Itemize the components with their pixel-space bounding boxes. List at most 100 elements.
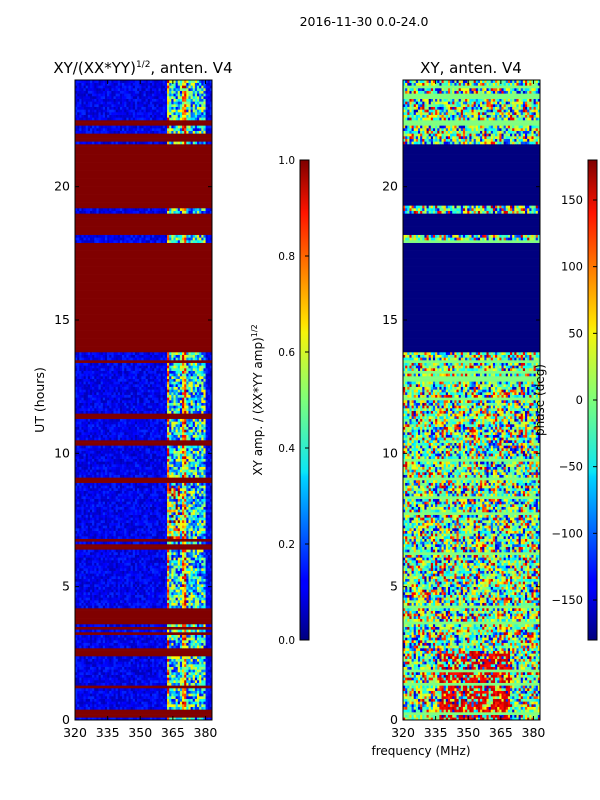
heatmap-cell — [205, 493, 209, 497]
heatmap-cell — [194, 672, 198, 675]
heatmap-cell — [199, 690, 202, 694]
heatmap-cell — [154, 690, 157, 694]
heatmap-cell — [192, 656, 196, 659]
heatmap-cell — [164, 624, 168, 627]
heatmap-cell — [124, 669, 127, 673]
heatmap-cell — [75, 544, 212, 547]
heatmap-cell — [126, 560, 129, 563]
heatmap-cell — [192, 666, 196, 670]
heatmap-cell — [177, 629, 181, 633]
heatmap-cell — [162, 690, 166, 694]
heatmap-cell — [154, 672, 157, 675]
heatmap-cell — [117, 672, 121, 675]
heatmap-cell — [119, 584, 123, 587]
heatmap-cell — [85, 557, 89, 561]
heatmap-cell — [83, 672, 87, 675]
heatmap-cell — [119, 581, 123, 585]
heatmap-cell — [79, 696, 82, 699]
heatmap-cell — [205, 672, 209, 675]
heatmap-cell — [113, 680, 116, 683]
heatmap-cell — [158, 565, 161, 569]
heatmap-cell — [152, 642, 155, 646]
heatmap-cell — [158, 552, 161, 555]
heatmap-cell — [104, 560, 108, 563]
heatmap-cell — [128, 680, 131, 683]
heatmap-cell — [190, 706, 194, 710]
heatmap-cell — [119, 498, 123, 502]
heatmap-cell — [137, 557, 140, 561]
heatmap-cell — [122, 592, 125, 595]
heatmap-cell — [107, 517, 110, 521]
heatmap-cell — [190, 570, 194, 574]
heatmap-cell — [162, 589, 166, 593]
heatmap-cell — [124, 674, 127, 678]
heatmap-cell — [94, 706, 97, 710]
heatmap-cell — [94, 549, 97, 553]
heatmap-cell — [190, 677, 194, 681]
heatmap-cell — [111, 693, 114, 697]
heatmap-cell — [94, 504, 97, 507]
heatmap-cell — [156, 602, 159, 606]
heatmap-cell — [190, 602, 194, 606]
heatmap-cell — [164, 469, 168, 473]
heatmap-cell — [115, 693, 119, 697]
heatmap-cell — [81, 509, 84, 513]
heatmap-cell — [169, 594, 172, 598]
heatmap-cell — [152, 490, 155, 494]
heatmap-cell — [141, 581, 144, 585]
heatmap-cell — [147, 672, 151, 675]
heatmap-cell — [122, 525, 125, 529]
heatmap-cell — [175, 578, 179, 582]
heatmap-cell — [117, 514, 121, 518]
heatmap-cell — [162, 578, 166, 582]
heatmap-cell — [85, 541, 89, 545]
heatmap-cell — [171, 485, 174, 489]
heatmap-cell — [87, 501, 91, 505]
heatmap-cell — [141, 664, 144, 667]
heatmap-cell — [197, 525, 200, 529]
heatmap-cell — [203, 706, 206, 710]
heatmap-cell — [130, 576, 134, 579]
heatmap-cell — [83, 594, 87, 598]
heatmap-cell — [156, 605, 159, 609]
heatmap-cell — [89, 541, 93, 545]
heatmap-cell — [199, 688, 202, 691]
heatmap-cell — [141, 536, 144, 539]
heatmap-cell — [100, 656, 104, 659]
heatmap-cell — [83, 677, 87, 681]
heatmap-cell — [134, 581, 138, 585]
heatmap-cell — [188, 581, 191, 585]
heatmap-cell — [130, 677, 134, 681]
heatmap-cell — [139, 482, 142, 486]
heatmap-cell — [87, 682, 91, 686]
heatmap-cell — [186, 466, 189, 470]
heatmap-cell — [175, 485, 179, 489]
heatmap-cell — [156, 533, 159, 537]
heatmap-cell — [83, 717, 87, 720]
heatmap-cell — [134, 464, 138, 467]
heatmap-cell — [194, 565, 198, 569]
heatmap-cell — [119, 672, 123, 675]
heatmap-cell — [199, 557, 202, 561]
heatmap-cell — [75, 714, 212, 718]
heatmap-cell — [104, 624, 108, 627]
heatmap-cell — [130, 704, 134, 707]
heatmap-cell — [203, 680, 206, 683]
heatmap-cell — [169, 597, 172, 601]
heatmap-cell — [79, 690, 82, 694]
heatmap-cell — [139, 493, 142, 497]
heatmap-cell — [158, 589, 161, 593]
heatmap-cell — [113, 541, 116, 545]
heatmap-cell — [128, 573, 131, 577]
heatmap-cell — [134, 677, 138, 681]
heatmap-cell — [188, 600, 191, 603]
heatmap-cell — [156, 461, 159, 465]
heatmap-cell — [162, 496, 166, 499]
heatmap-cell — [199, 696, 202, 699]
heatmap-cell — [85, 605, 89, 609]
heatmap-cell — [175, 586, 179, 590]
heatmap-cell — [162, 584, 166, 587]
heatmap-cell — [154, 490, 157, 494]
heatmap-cell — [192, 589, 196, 593]
heatmap-cell — [175, 464, 179, 467]
